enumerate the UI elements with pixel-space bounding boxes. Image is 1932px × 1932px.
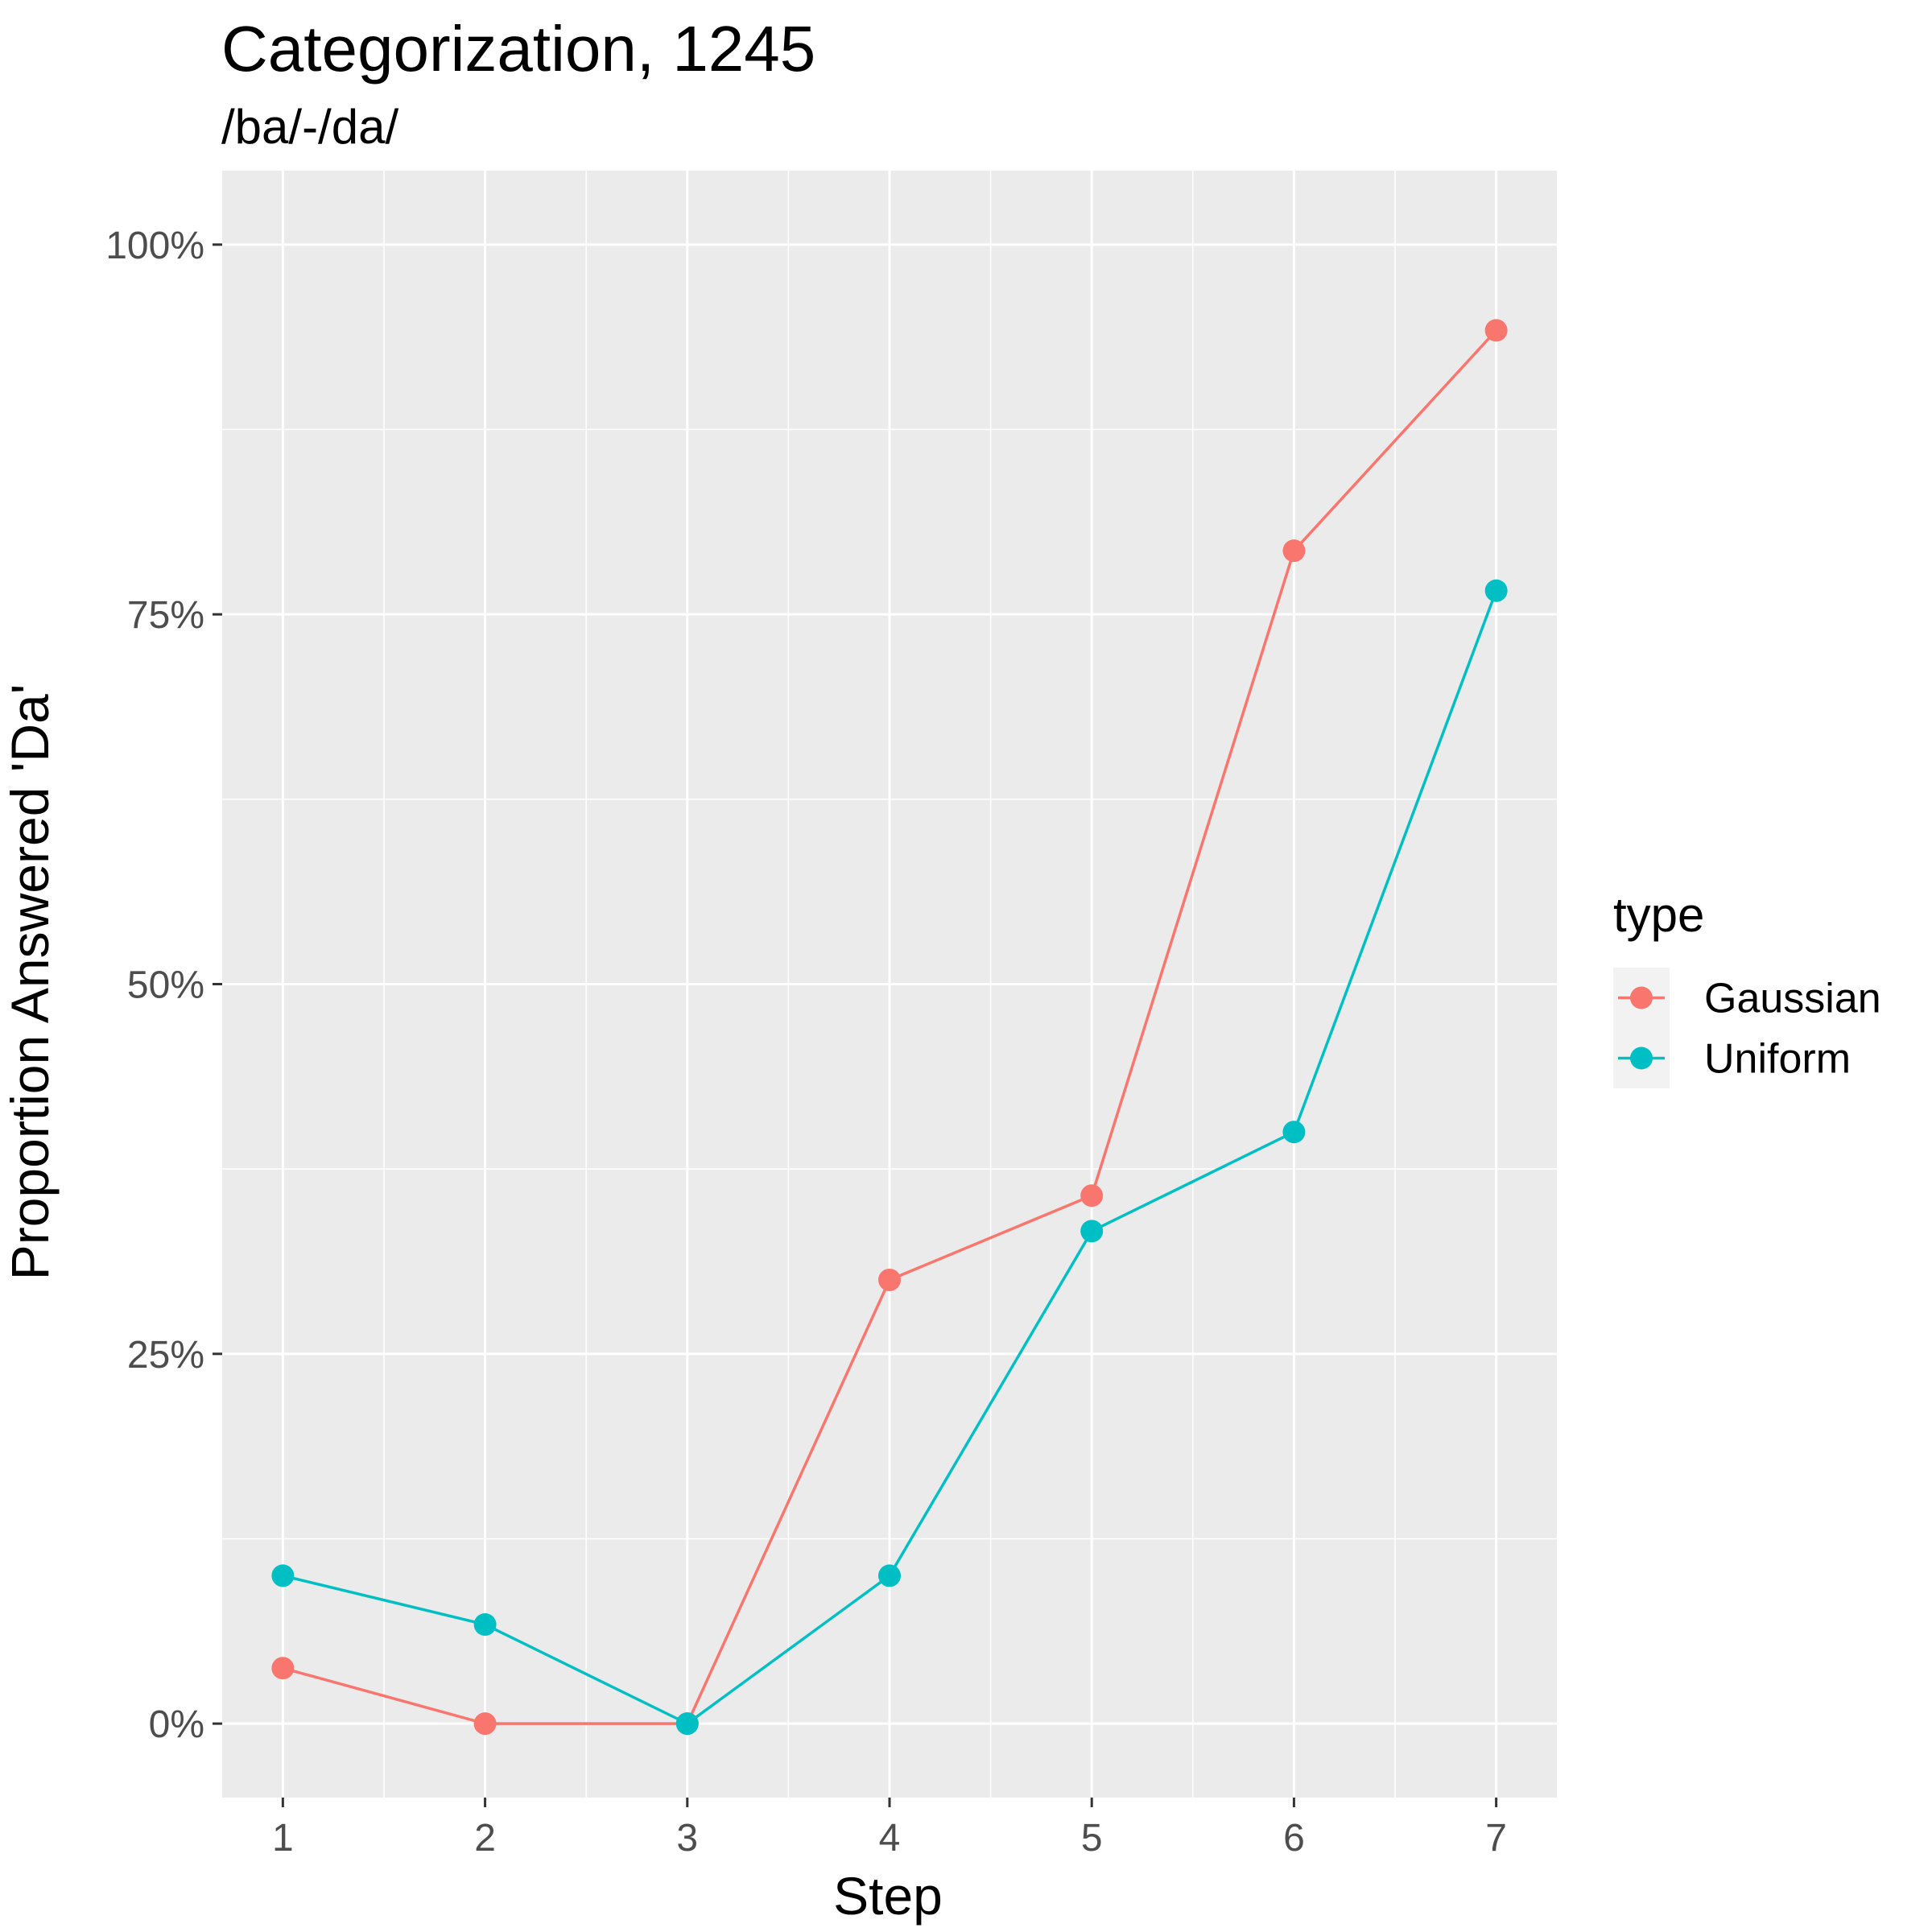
x-tick-label: 2 — [474, 1817, 496, 1860]
data-point-gaussian — [1080, 1184, 1104, 1208]
data-point-uniform — [675, 1712, 699, 1736]
y-tick-label: 50% — [127, 964, 204, 1007]
data-point-uniform — [1080, 1220, 1104, 1243]
data-point-gaussian — [878, 1268, 901, 1291]
legend-key-point — [1630, 1046, 1653, 1070]
y-tick-label: 75% — [127, 594, 204, 637]
x-tick-labels: 1 2 3 4 5 6 7 — [272, 1817, 1507, 1860]
legend-label-uniform: Uniform — [1704, 1036, 1851, 1083]
chart-subtitle: /ba/-/da/ — [221, 100, 398, 154]
x-tick-label: 1 — [272, 1817, 294, 1860]
data-point-gaussian — [271, 1657, 295, 1680]
data-point-gaussian — [1282, 539, 1306, 563]
series-gaussian — [271, 319, 1508, 1736]
series-uniform — [271, 579, 1508, 1736]
series-layer — [271, 319, 1508, 1736]
legend-item-gaussian: Gaussian — [1613, 968, 1881, 1028]
data-point-uniform — [271, 1564, 295, 1587]
data-point-uniform — [1282, 1121, 1306, 1144]
x-tick-label: 7 — [1485, 1817, 1507, 1860]
y-tick-label: 0% — [149, 1703, 204, 1746]
y-tick-label: 100% — [105, 225, 204, 267]
x-tick-label: 4 — [879, 1817, 901, 1860]
axis-ticks — [213, 243, 1498, 1807]
y-tick-labels: 0% 25% 50% 75% 100% — [105, 225, 204, 1746]
data-point-gaussian — [1484, 319, 1508, 342]
major-gridlines — [222, 171, 1557, 1798]
y-axis-title: Proportion Answered 'Da' — [0, 684, 60, 1281]
legend-title: type — [1613, 888, 1704, 942]
chart-title: Categorization, 1245 — [221, 13, 815, 85]
x-axis-title: Step — [833, 1866, 943, 1926]
legend: type Gaussian Uniform — [1613, 888, 1881, 1088]
legend-label-gaussian: Gaussian — [1704, 976, 1881, 1022]
x-tick-label: 5 — [1081, 1817, 1103, 1860]
data-point-uniform — [473, 1613, 497, 1637]
x-tick-label: 3 — [676, 1817, 698, 1860]
legend-key-point — [1630, 986, 1653, 1009]
legend-items: Gaussian Uniform — [1613, 968, 1881, 1088]
data-point-gaussian — [473, 1712, 497, 1736]
legend-item-uniform: Uniform — [1613, 1028, 1851, 1088]
x-tick-label: 6 — [1283, 1817, 1305, 1860]
data-point-uniform — [878, 1564, 901, 1587]
data-point-uniform — [1484, 579, 1508, 602]
y-tick-label: 25% — [127, 1334, 204, 1377]
